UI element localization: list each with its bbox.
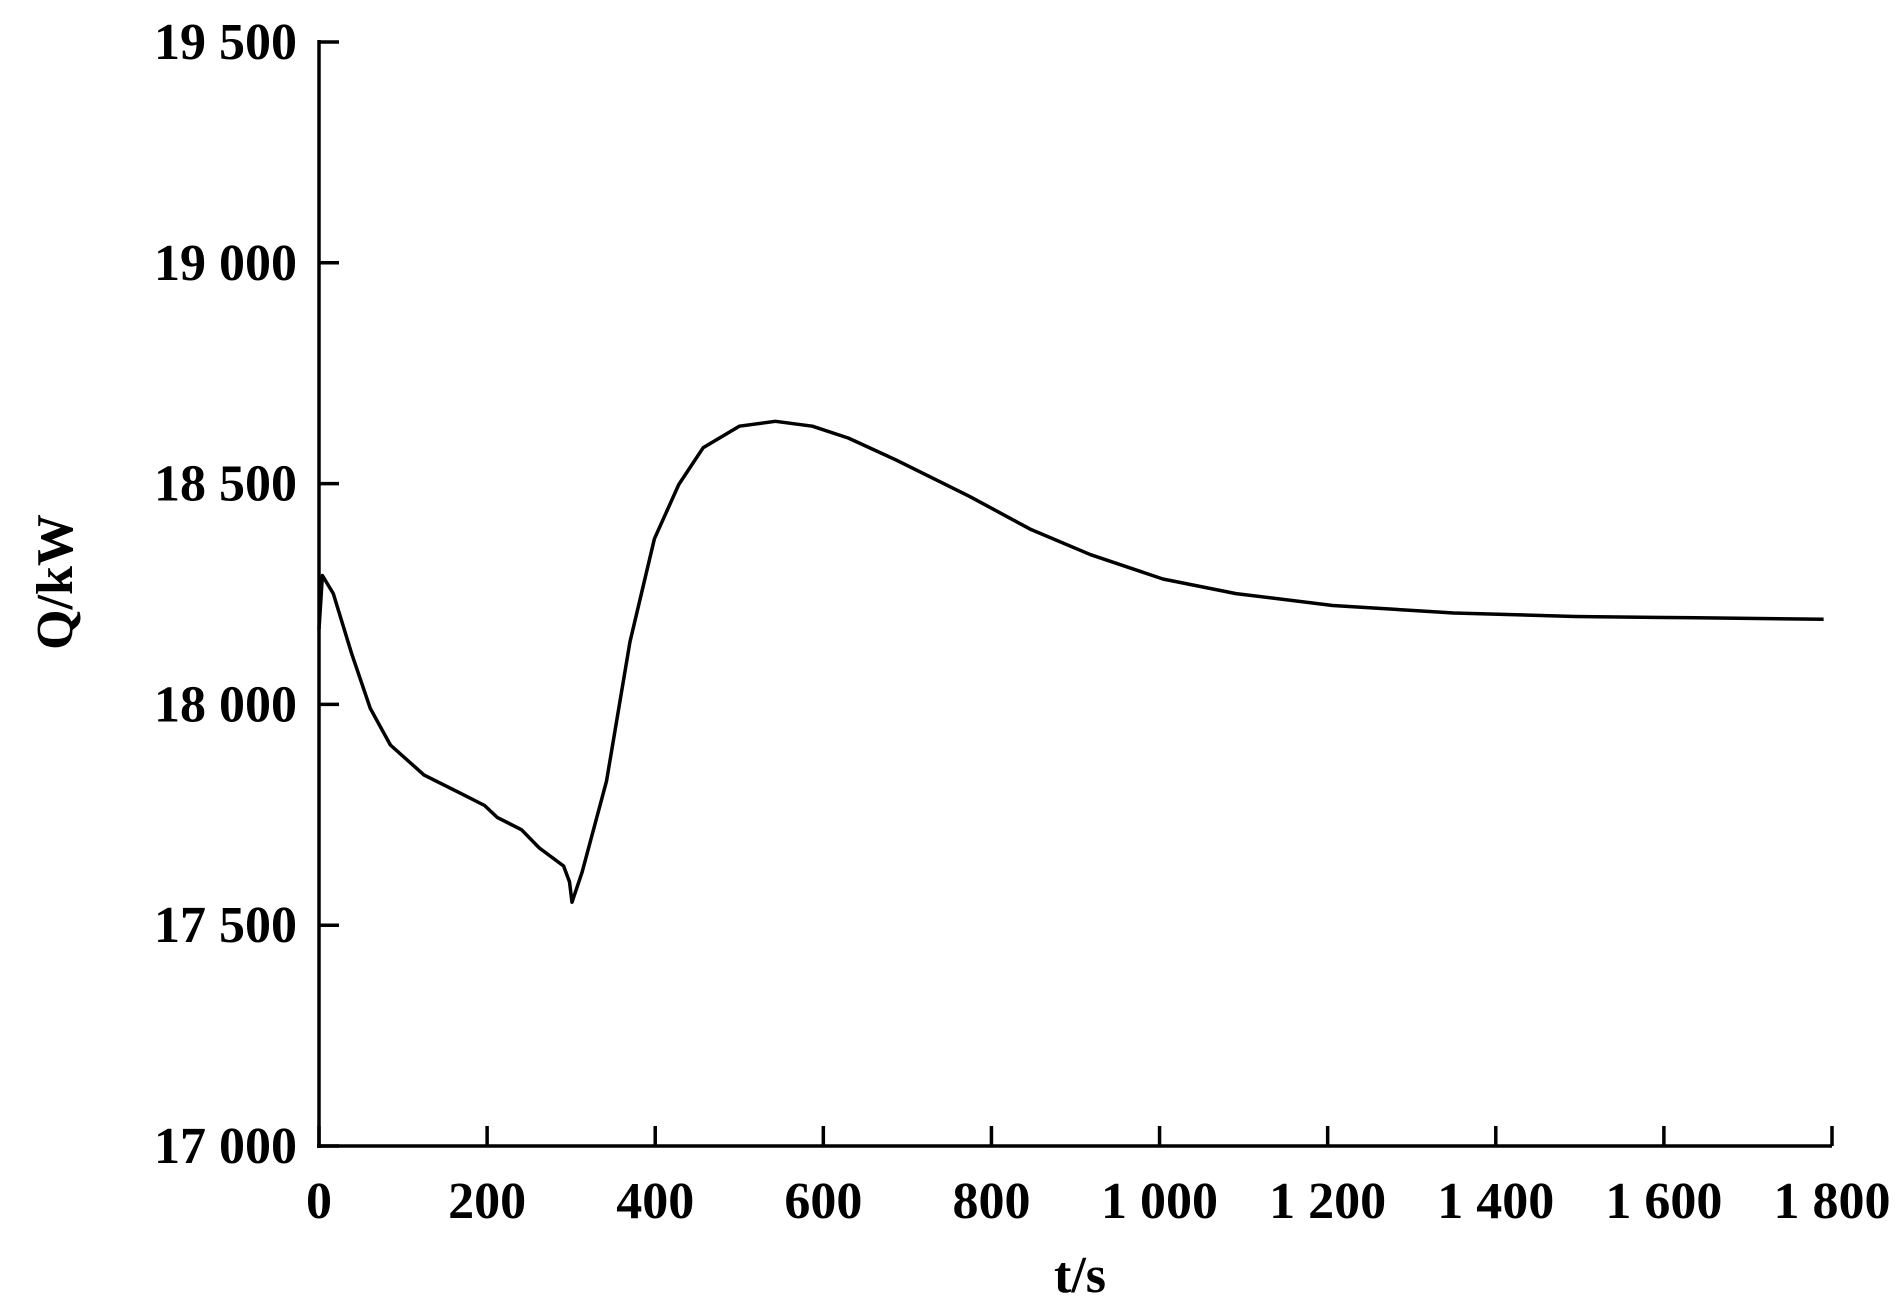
y-tick-label: 17 000 xyxy=(154,1118,297,1175)
x-axis-label: t/s xyxy=(1054,1247,1106,1304)
y-tick-label: 19 500 xyxy=(154,14,297,71)
x-tick-label: 400 xyxy=(616,1173,694,1230)
y-tick-label: 17 500 xyxy=(154,897,297,954)
x-tick-label: 1 200 xyxy=(1269,1173,1386,1230)
x-tick-label: 800 xyxy=(952,1173,1030,1230)
y-tick-label: 18 500 xyxy=(154,456,297,513)
x-tick-label: 200 xyxy=(448,1173,526,1230)
x-tick-label: 1 600 xyxy=(1605,1173,1722,1230)
y-tick-label: 18 000 xyxy=(154,676,297,733)
x-tick-label: 600 xyxy=(784,1173,862,1230)
y-tick-label: 19 000 xyxy=(154,235,297,292)
x-tick-label: 1 000 xyxy=(1101,1173,1218,1230)
data-line xyxy=(317,419,1824,904)
y-axis-label: Q/kW xyxy=(27,514,84,650)
x-tick-label: 0 xyxy=(306,1173,332,1230)
x-tick-label: 1 800 xyxy=(1774,1173,1891,1230)
x-tick-label: 1 400 xyxy=(1437,1173,1554,1230)
